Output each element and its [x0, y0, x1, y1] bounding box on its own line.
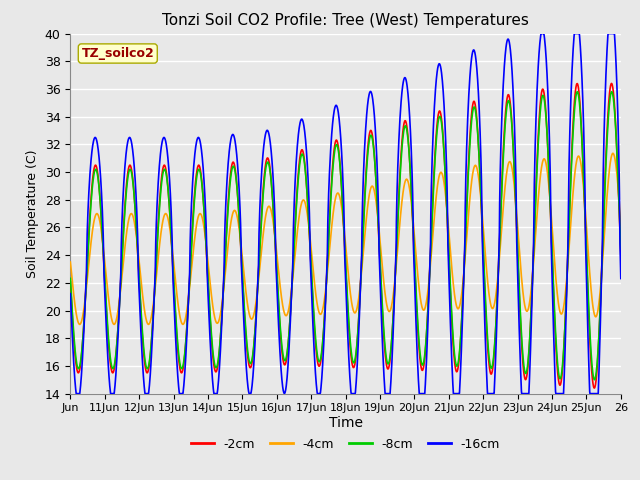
Text: TZ_soilco2: TZ_soilco2: [81, 47, 154, 60]
X-axis label: Time: Time: [328, 416, 363, 430]
Y-axis label: Soil Temperature (C): Soil Temperature (C): [26, 149, 39, 278]
Title: Tonzi Soil CO2 Profile: Tree (West) Temperatures: Tonzi Soil CO2 Profile: Tree (West) Temp…: [162, 13, 529, 28]
Legend: -2cm, -4cm, -8cm, -16cm: -2cm, -4cm, -8cm, -16cm: [186, 433, 505, 456]
